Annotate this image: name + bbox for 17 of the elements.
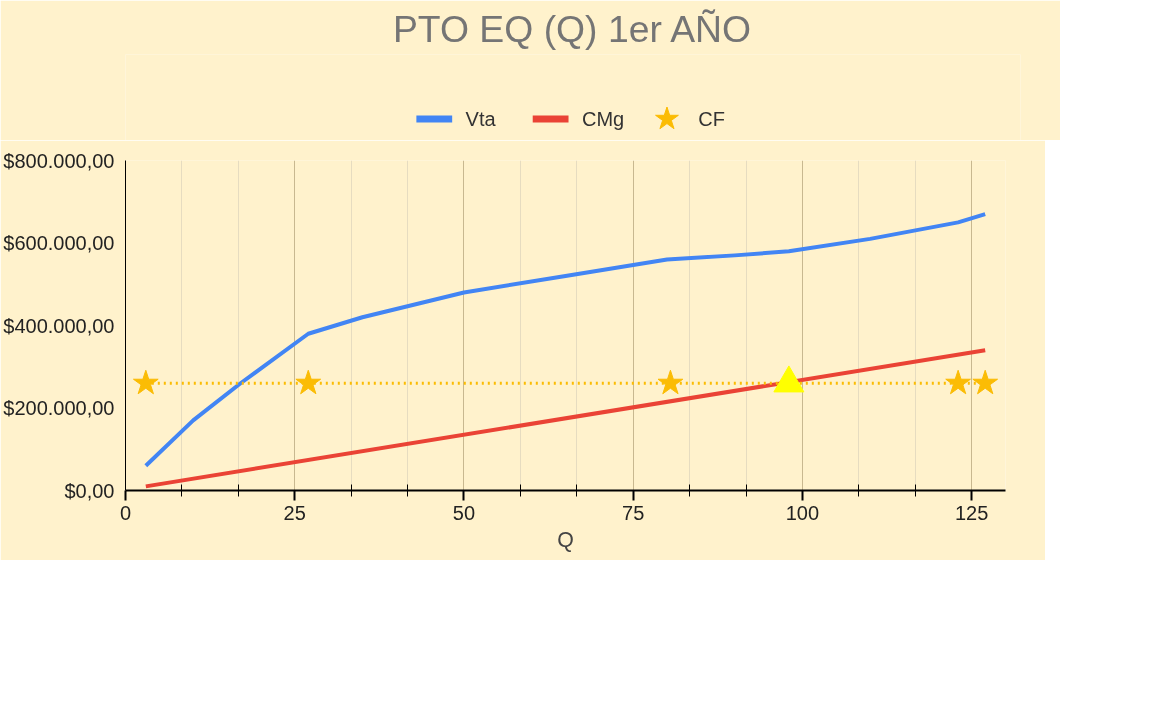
- legend-label: CF: [698, 108, 725, 130]
- legend-label: Vta: [465, 108, 497, 130]
- x-tick-label: 50: [452, 501, 476, 524]
- x-axis-title: Q: [557, 527, 574, 552]
- y-tick-label: $800.000,00: [3, 149, 115, 172]
- x-tick-label: 75: [622, 501, 645, 524]
- line-series: [143, 212, 988, 468]
- x-tick-label: 125: [954, 501, 989, 524]
- y-tick-label: $200.000,00: [3, 397, 115, 419]
- y-tick-label: $0,00: [64, 479, 115, 502]
- x-tick-label: 0: [119, 501, 132, 524]
- x-tick-label: 100: [785, 501, 820, 524]
- y-tick-label: $600.000,00: [3, 232, 115, 254]
- x-tick-label: 25: [283, 501, 306, 524]
- chart-title: PTO EQ (Q) 1er AÑO: [392, 7, 752, 50]
- y-tick-label: $400.000,00: [3, 314, 115, 337]
- legend-label: CMg: [581, 108, 625, 130]
